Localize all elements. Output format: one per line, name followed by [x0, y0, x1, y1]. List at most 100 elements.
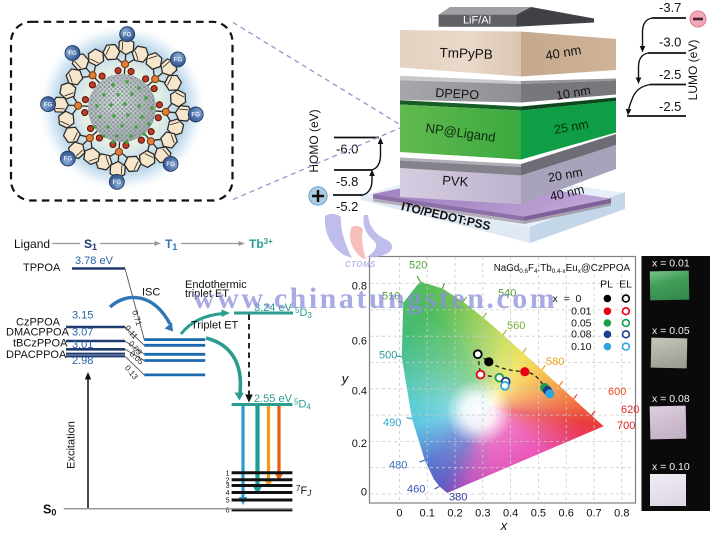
svg-text:FG: FG — [64, 156, 73, 163]
svg-text:3.07: 3.07 — [72, 327, 93, 339]
svg-text:3.01: 3.01 — [72, 339, 93, 351]
svg-text:0.4: 0.4 — [503, 508, 518, 520]
svg-text:3.15: 3.15 — [72, 310, 93, 322]
svg-text:S1: S1 — [84, 237, 97, 252]
svg-text:20 nm: 20 nm — [547, 165, 584, 185]
svg-text:FG: FG — [191, 112, 200, 119]
svg-text:0.01: 0.01 — [571, 306, 592, 318]
svg-text:2.98: 2.98 — [72, 355, 93, 367]
svg-text:580: 580 — [546, 356, 564, 368]
svg-text:x = 0.05: x = 0.05 — [652, 325, 690, 337]
svg-text:700: 700 — [617, 420, 635, 432]
svg-text:x = 0.01: x = 0.01 — [652, 258, 690, 270]
svg-text:x: x — [500, 518, 508, 533]
svg-text:FG: FG — [44, 101, 53, 108]
svg-text:-3.7: -3.7 — [659, 0, 681, 15]
svg-text:LiF/Al: LiF/Al — [463, 15, 491, 27]
svg-text:FG: FG — [123, 31, 132, 38]
svg-text:2: 2 — [226, 477, 230, 484]
svg-text:40 nm: 40 nm — [544, 42, 582, 63]
svg-text:Ligand: Ligand — [14, 237, 50, 251]
svg-text:T1: T1 — [165, 237, 177, 252]
svg-text:3: 3 — [226, 483, 230, 490]
svg-text:x = 0.10: x = 0.10 — [652, 461, 690, 473]
svg-text:4: 4 — [226, 490, 230, 497]
svg-text:LUMO (eV): LUMO (eV) — [686, 40, 700, 101]
svg-text:TmPyPB: TmPyPB — [439, 45, 493, 62]
svg-text:-3.0: -3.0 — [659, 35, 681, 50]
svg-text:Triplet ET: Triplet ET — [191, 320, 239, 332]
svg-text:600: 600 — [608, 386, 626, 398]
svg-text:500: 500 — [379, 350, 397, 362]
svg-text:PL: PL — [600, 279, 613, 291]
svg-text:0.6: 0.6 — [352, 336, 367, 348]
svg-text:triplet ET: triplet ET — [185, 288, 229, 300]
svg-text:5D4: 5D4 — [294, 398, 311, 412]
svg-text:FG: FG — [68, 50, 77, 57]
svg-text:S0: S0 — [43, 503, 56, 518]
svg-text:2.55 eV: 2.55 eV — [254, 393, 293, 405]
svg-text:3.78 eV: 3.78 eV — [75, 255, 114, 267]
svg-text:0.2: 0.2 — [352, 438, 367, 450]
svg-text:0.1: 0.1 — [420, 508, 435, 520]
svg-text:x = 0.08: x = 0.08 — [652, 393, 690, 405]
svg-text:540: 540 — [498, 288, 516, 300]
svg-text:-2.5: -2.5 — [659, 67, 681, 82]
svg-text:1: 1 — [226, 470, 230, 477]
svg-text:FG: FG — [113, 179, 122, 186]
svg-text:-6.0: -6.0 — [336, 142, 358, 157]
svg-text:560: 560 — [507, 320, 525, 332]
svg-text:0: 0 — [361, 487, 367, 499]
svg-text:Endothermic: Endothermic — [185, 279, 247, 291]
svg-text:CTOMS: CTOMS — [345, 260, 376, 269]
svg-text:0.08: 0.08 — [571, 329, 592, 341]
svg-text:NaGd0.6F4:Tb0.4-xEux@CzPPOA: NaGd0.6F4:Tb0.4-xEux@CzPPOA — [494, 263, 631, 275]
svg-text:10 nm: 10 nm — [555, 83, 592, 103]
svg-text:-5.8: -5.8 — [336, 174, 358, 189]
svg-text:0.4: 0.4 — [352, 386, 367, 398]
svg-text:y: y — [341, 371, 350, 386]
svg-text:380: 380 — [449, 492, 467, 504]
svg-text:x = 0: x = 0 — [553, 293, 582, 305]
svg-text:3.24 eV: 3.24 eV — [254, 302, 293, 314]
svg-text:5: 5 — [226, 498, 230, 505]
svg-text:0.7: 0.7 — [586, 508, 601, 520]
svg-text:DMACPPOA: DMACPPOA — [6, 327, 70, 339]
svg-text:520: 520 — [409, 260, 427, 272]
svg-text:Excitation: Excitation — [66, 421, 78, 469]
svg-text:0.6: 0.6 — [559, 508, 574, 520]
svg-text:DPEPO: DPEPO — [435, 86, 480, 102]
svg-text:EL: EL — [619, 279, 632, 291]
svg-text:460: 460 — [407, 484, 425, 496]
svg-text:25 nm: 25 nm — [553, 117, 590, 137]
svg-text:FG: FG — [166, 161, 175, 168]
svg-text:-5.2: -5.2 — [336, 199, 358, 214]
svg-text:ISC: ISC — [142, 287, 160, 299]
svg-text:www.chinatungsten.com: www.chinatungsten.com — [193, 282, 557, 315]
svg-text:DPACPPOA: DPACPPOA — [6, 349, 67, 361]
svg-text:0.8: 0.8 — [614, 508, 629, 520]
svg-text:0.2: 0.2 — [447, 508, 462, 520]
svg-text:HOMO (eV): HOMO (eV) — [307, 109, 321, 172]
svg-text:0.5: 0.5 — [531, 508, 546, 520]
svg-text:Tb3+: Tb3+ — [249, 237, 273, 251]
svg-text:CzPPOA: CzPPOA — [16, 317, 61, 329]
svg-text:-2.5: -2.5 — [659, 99, 681, 114]
svg-text:0.10: 0.10 — [571, 341, 592, 353]
svg-text:0.13: 0.13 — [123, 364, 140, 382]
svg-text:5D3: 5D3 — [295, 306, 312, 320]
svg-text:FG: FG — [174, 57, 183, 64]
svg-text:PVK: PVK — [442, 173, 469, 190]
svg-text:480: 480 — [389, 460, 407, 472]
svg-text:0.8: 0.8 — [352, 281, 367, 293]
svg-text:490: 490 — [383, 417, 401, 429]
svg-text:0: 0 — [396, 508, 402, 520]
svg-text:510: 510 — [382, 291, 400, 303]
svg-text:6: 6 — [226, 507, 230, 514]
svg-text:0.05: 0.05 — [571, 317, 592, 329]
svg-text:7FJ: 7FJ — [296, 484, 312, 498]
svg-text:tBCzPPOA: tBCzPPOA — [13, 338, 68, 350]
svg-text:620: 620 — [621, 404, 639, 416]
svg-text:TPPOA: TPPOA — [23, 262, 61, 274]
svg-text:0.3: 0.3 — [475, 508, 490, 520]
